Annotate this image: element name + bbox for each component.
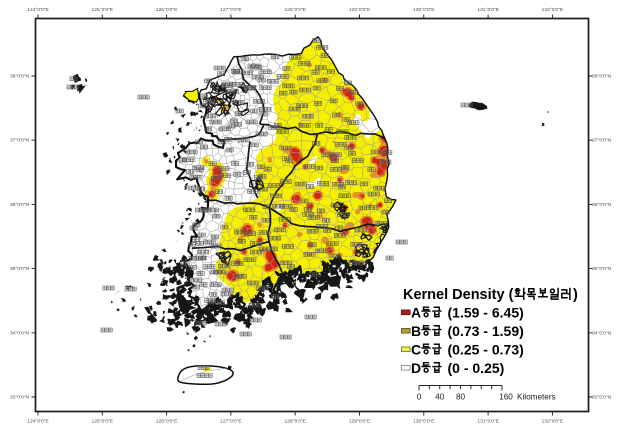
svg-text:160: 160	[499, 393, 513, 402]
svg-text:35°0'0"N: 35°0'0"N	[592, 266, 612, 272]
svg-text:38°0'0"N: 38°0'0"N	[592, 74, 612, 80]
svg-text:B: B	[411, 323, 421, 339]
svg-text:Kilometers: Kilometers	[517, 393, 556, 402]
svg-text:130°0'0"E: 130°0'0"E	[413, 7, 435, 13]
svg-text:131°0'0"E: 131°0'0"E	[477, 419, 499, 425]
svg-text:127°0'0"E: 127°0'0"E	[220, 419, 242, 425]
svg-text:): )	[573, 287, 578, 303]
svg-text:131°0'0"E: 131°0'0"E	[477, 7, 499, 13]
svg-text:33°0'0"N: 33°0'0"N	[592, 395, 612, 401]
svg-text:D: D	[411, 360, 421, 376]
svg-text:132°0'0"E: 132°0'0"E	[542, 419, 564, 425]
svg-text:35°0'0"N: 35°0'0"N	[10, 266, 30, 272]
svg-text:C: C	[411, 342, 421, 358]
svg-text:38°0'0"N: 38°0'0"N	[10, 74, 30, 80]
svg-text:126°0'0"E: 126°0'0"E	[156, 419, 178, 425]
svg-text:Kernel Density (: Kernel Density (	[403, 287, 514, 303]
svg-text:36°0'0"N: 36°0'0"N	[592, 202, 612, 208]
svg-text:124°0'0"E: 124°0'0"E	[27, 419, 49, 425]
svg-text:(0.73 - 1.59): (0.73 - 1.59)	[448, 323, 524, 339]
svg-text:80: 80	[456, 393, 466, 402]
svg-text:127°0'0"E: 127°0'0"E	[220, 7, 242, 13]
svg-text:34°0'0"N: 34°0'0"N	[10, 330, 30, 336]
svg-text:130°0'0"E: 130°0'0"E	[413, 419, 435, 425]
svg-text:34°0'0"N: 34°0'0"N	[592, 330, 612, 336]
svg-text:0: 0	[417, 393, 422, 402]
svg-text:124°0'0"E: 124°0'0"E	[27, 7, 49, 13]
svg-text:(1.59 - 6.45): (1.59 - 6.45)	[448, 305, 524, 321]
svg-text:125°0'0"E: 125°0'0"E	[92, 419, 114, 425]
svg-text:128°0'0"E: 128°0'0"E	[284, 419, 306, 425]
svg-text:132°0'0"E: 132°0'0"E	[542, 7, 564, 13]
svg-text:129°0'0"E: 129°0'0"E	[349, 419, 371, 425]
svg-text:37°0'0"N: 37°0'0"N	[592, 138, 612, 144]
svg-text:(0 - 0.25): (0 - 0.25)	[448, 360, 505, 376]
svg-text:125°0'0"E: 125°0'0"E	[92, 7, 114, 13]
svg-text:A: A	[411, 305, 421, 321]
svg-text:36°0'0"N: 36°0'0"N	[10, 202, 30, 208]
svg-text:129°0'0"E: 129°0'0"E	[349, 7, 371, 13]
svg-text:37°0'0"N: 37°0'0"N	[10, 138, 30, 144]
svg-text:33°0'0"N: 33°0'0"N	[10, 395, 30, 401]
svg-text:(0.25 - 0.73): (0.25 - 0.73)	[448, 342, 524, 358]
svg-text:40: 40	[435, 393, 445, 402]
svg-text:126°0'0"E: 126°0'0"E	[156, 7, 178, 13]
svg-text:128°0'0"E: 128°0'0"E	[284, 7, 306, 13]
